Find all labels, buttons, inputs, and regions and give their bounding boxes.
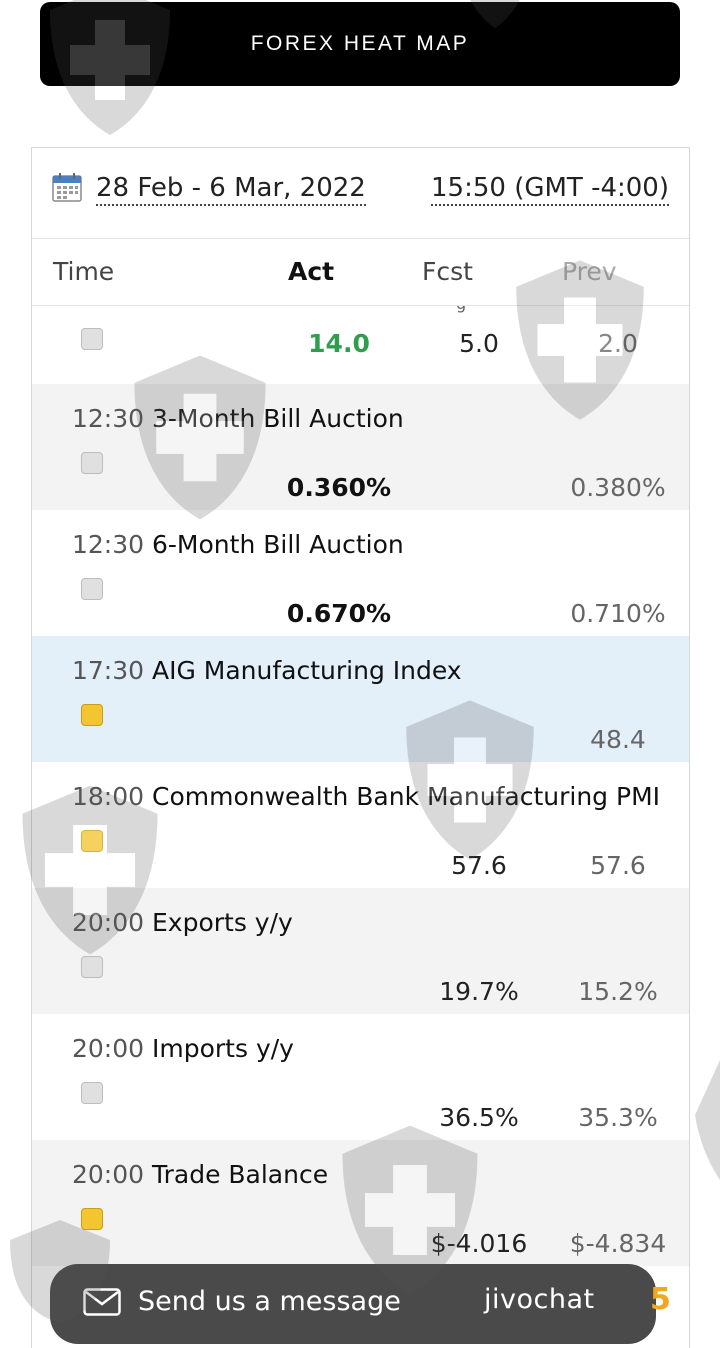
event-time: 18:00 xyxy=(72,782,145,811)
previous-value: 0.710% xyxy=(570,599,666,628)
previous-value: 2.0 xyxy=(598,329,638,358)
impact-indicator xyxy=(81,452,103,474)
actual-value: 0.360% xyxy=(286,473,392,502)
event-name: Commonwealth Bank Manufacturing PMI xyxy=(152,782,661,811)
impact-indicator xyxy=(81,1208,103,1230)
date-bar: 28 Feb - 6 Mar, 2022 15:50 (GMT -4:00) xyxy=(32,148,689,239)
forecast-value: 19.7% xyxy=(439,977,519,1006)
event-name: Exports y/y xyxy=(152,908,293,937)
event-name: Imports y/y xyxy=(152,1034,294,1063)
column-fcst: Fcst xyxy=(422,257,473,286)
actual-value: 14.0 xyxy=(308,329,370,358)
impact-indicator xyxy=(81,1082,103,1104)
previous-value: 35.3% xyxy=(578,1103,658,1132)
event-list: g 14.0 5.0 2.0 12:30 3-Month Bill Auctio… xyxy=(32,294,689,1290)
impact-indicator xyxy=(81,328,103,350)
column-header: Time Act Fcst Prev xyxy=(32,239,689,306)
chat-label: Send us a message xyxy=(138,1286,401,1317)
date-range-link[interactable]: 28 Feb - 6 Mar, 2022 xyxy=(96,172,366,206)
event-time: 17:30 xyxy=(72,656,145,685)
event-row[interactable]: 12:30 6-Month Bill Auction 0.670% 0.710% xyxy=(32,510,689,636)
event-time: 12:30 xyxy=(72,404,145,433)
column-time: Time xyxy=(53,257,115,286)
chat-widget-button[interactable]: Send us a message jivochat xyxy=(50,1264,656,1344)
impact-indicator xyxy=(81,830,103,852)
column-prev: Prev xyxy=(562,257,617,286)
previous-value: 0.380% xyxy=(570,473,666,502)
impact-indicator xyxy=(81,704,103,726)
impact-indicator xyxy=(81,956,103,978)
forecast-value: 57.6 xyxy=(451,851,507,880)
calendar-icon[interactable] xyxy=(52,172,82,202)
event-row[interactable]: g 14.0 5.0 2.0 xyxy=(32,294,689,384)
event-time: 20:00 xyxy=(72,908,145,937)
event-time: 20:00 xyxy=(72,1160,145,1189)
actual-value: 0.670% xyxy=(286,599,392,628)
forecast-value: 36.5% xyxy=(439,1103,519,1132)
event-name: Trade Balance xyxy=(152,1160,329,1189)
event-name: 3-Month Bill Auction xyxy=(152,404,404,433)
forecast-value: $-4.016 B xyxy=(430,1229,528,1290)
timezone-link[interactable]: 15:50 (GMT -4:00) xyxy=(431,172,669,206)
forex-heat-map-button[interactable]: FOREX HEAT MAP xyxy=(40,2,680,86)
event-row[interactable]: 20:00 Imports y/y 36.5% 35.3% xyxy=(32,1014,689,1140)
previous-value: 57.6 xyxy=(590,851,646,880)
event-row[interactable]: 20:00 Trade Balance $-4.016 B $-4.834 B xyxy=(32,1140,689,1290)
column-act: Act xyxy=(288,257,335,286)
calendar-panel: 28 Feb - 6 Mar, 2022 15:50 (GMT -4:00) T… xyxy=(31,147,690,1348)
previous-value: 15.2% xyxy=(578,977,658,1006)
event-row[interactable]: 18:00 Commonwealth Bank Manufacturing PM… xyxy=(32,762,689,888)
event-name: 6-Month Bill Auction xyxy=(152,530,404,559)
chat-brand-logo: jivochat xyxy=(484,1284,595,1315)
previous-value: 48.4 xyxy=(590,725,646,754)
event-row-highlighted[interactable]: 17:30 AIG Manufacturing Index 48.4 xyxy=(32,636,689,762)
forex-heat-map-label: FOREX HEAT MAP xyxy=(250,32,470,55)
impact-indicator xyxy=(81,578,103,600)
chat-badge: 5 xyxy=(650,1282,671,1317)
event-time: 12:30 xyxy=(72,530,145,559)
event-name: AIG Manufacturing Index xyxy=(152,656,462,685)
event-row[interactable]: 20:00 Exports y/y 19.7% 15.2% xyxy=(32,888,689,1014)
shield-cross-icon xyxy=(695,1060,720,1180)
event-row[interactable]: 12:30 3-Month Bill Auction 0.360% 0.380% xyxy=(32,384,689,510)
mail-icon xyxy=(83,1288,121,1316)
event-time: 20:00 xyxy=(72,1034,145,1063)
forecast-value: 5.0 xyxy=(459,329,499,358)
